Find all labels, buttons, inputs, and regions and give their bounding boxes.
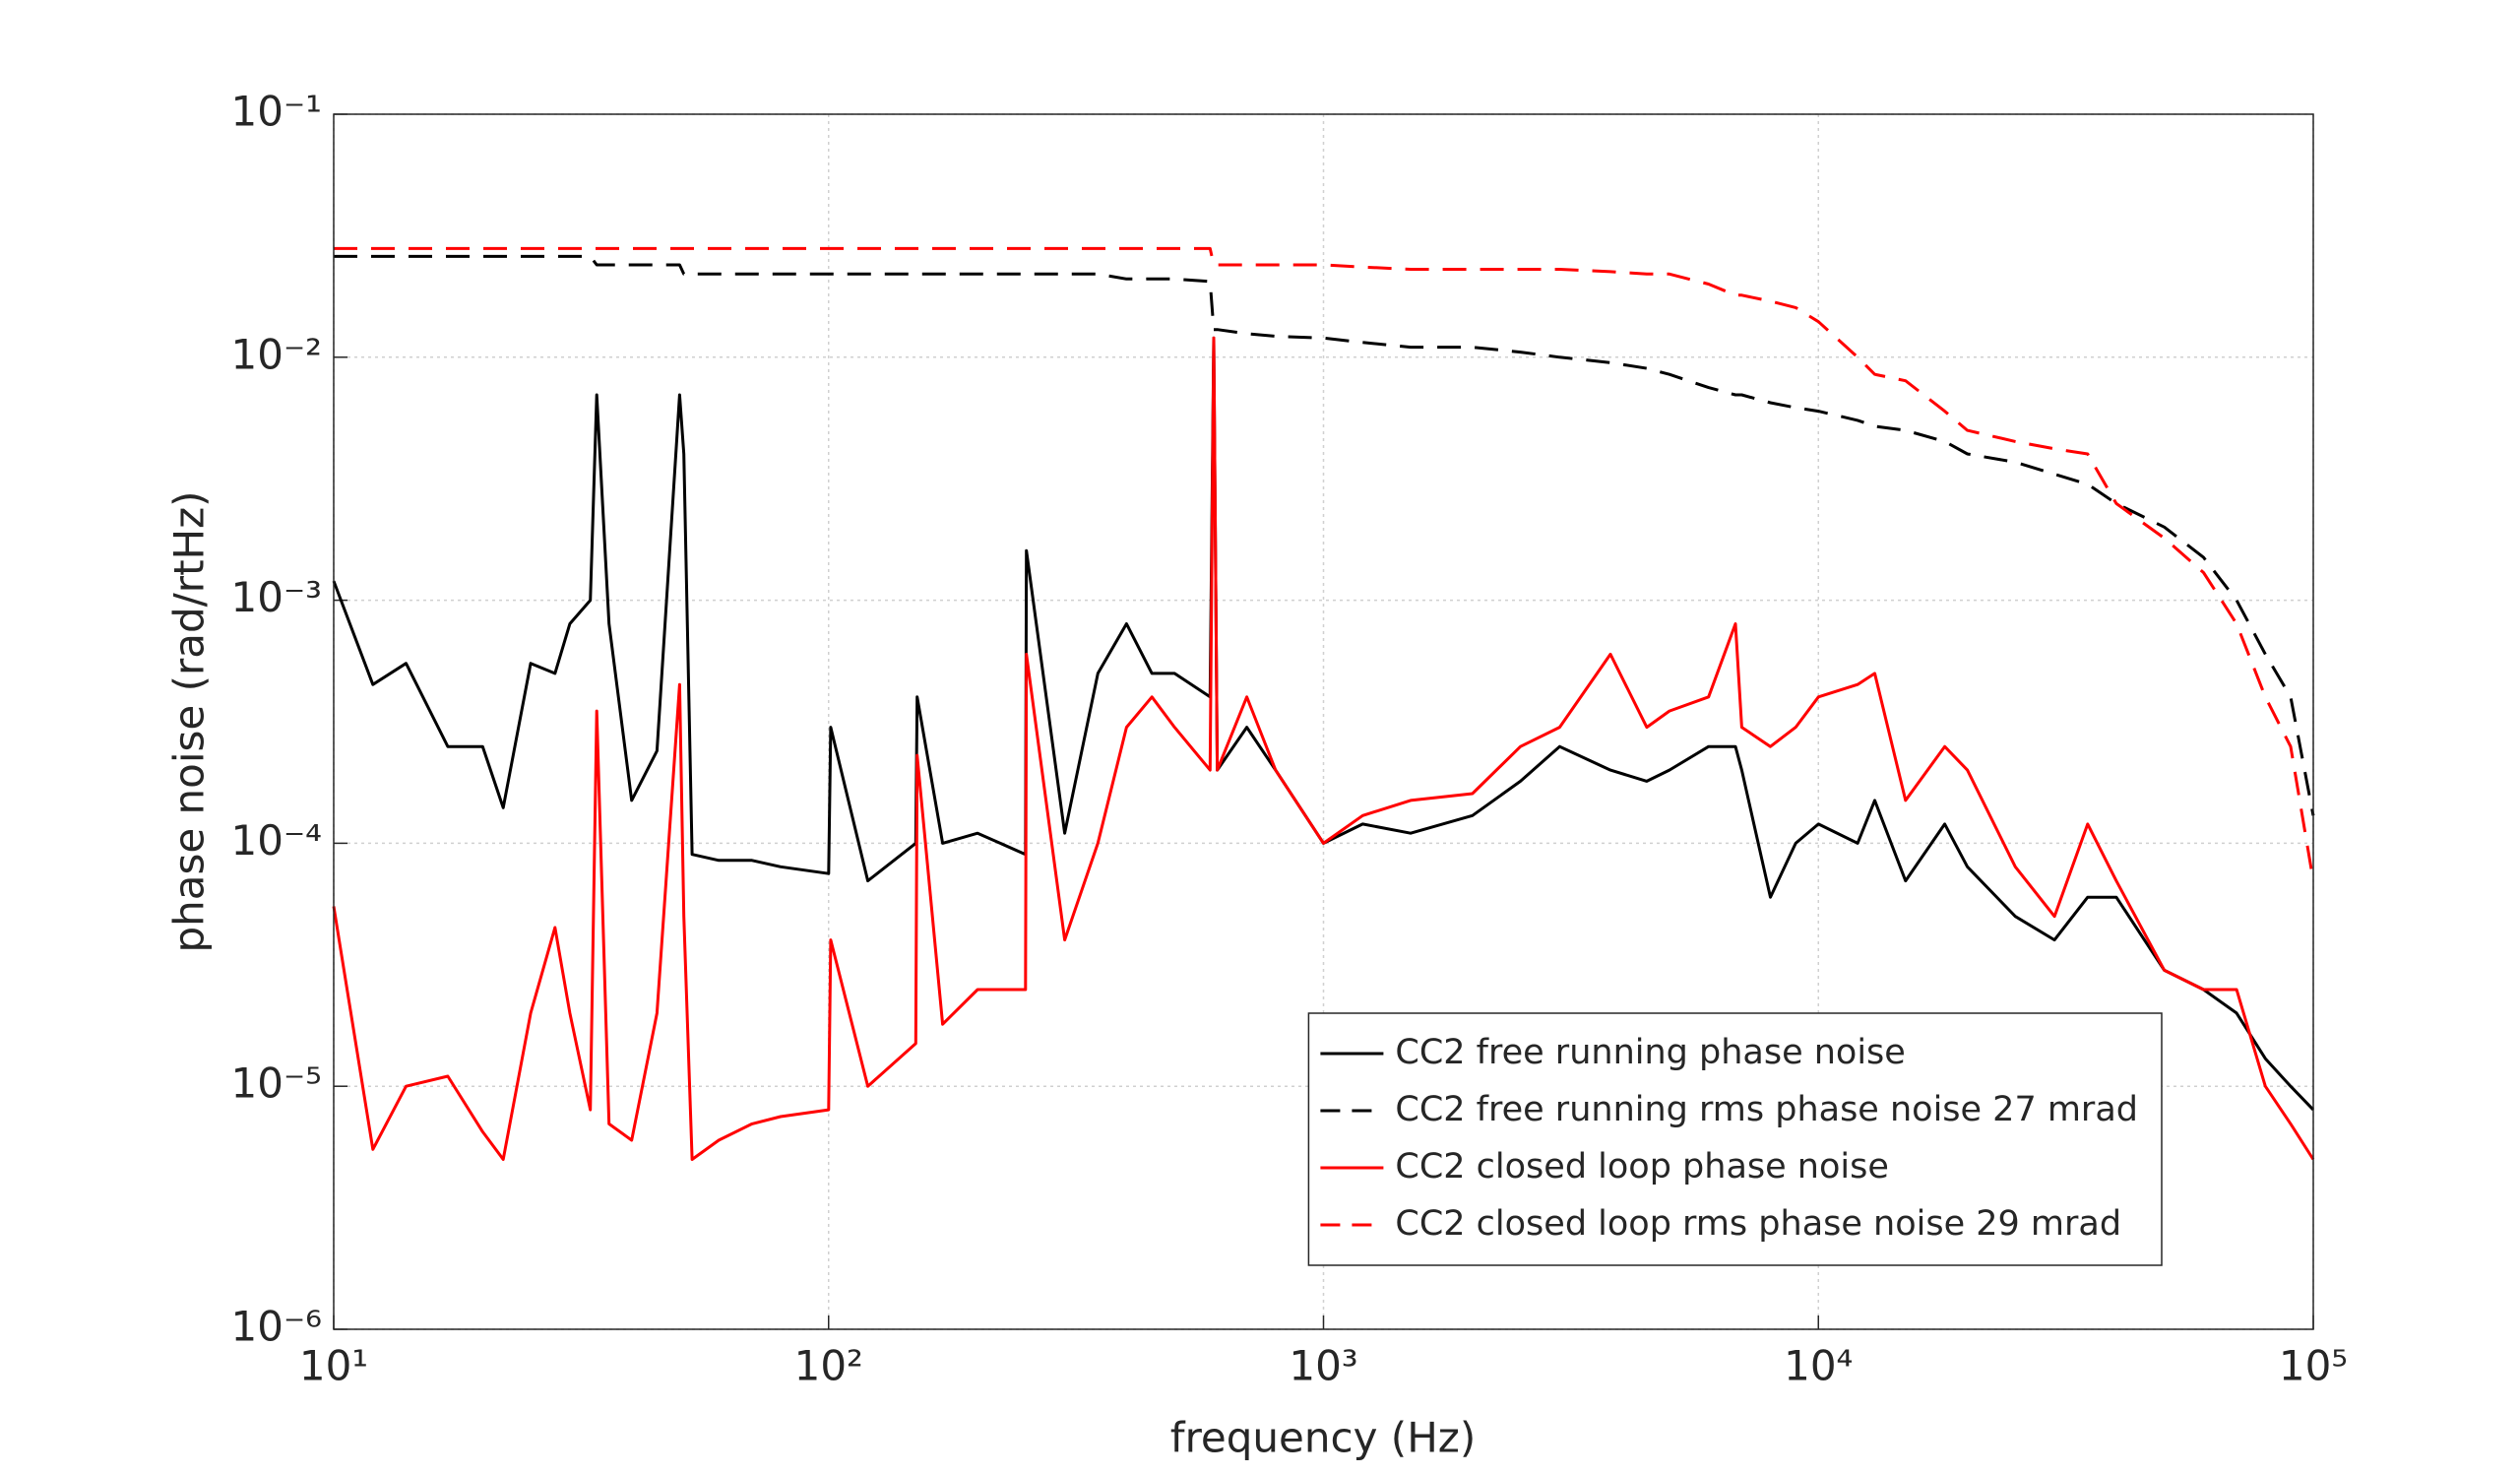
axes-box: [333, 113, 2314, 1330]
x-tick-label: 10²: [794, 1342, 863, 1390]
legend-label: CC2 free running rms phase noise 27 mrad: [1395, 1090, 2138, 1129]
x-tick-label: 10³: [1289, 1342, 1357, 1390]
x-tick-label: 10⁴: [1784, 1342, 1853, 1390]
x-tick-label: 10¹: [299, 1342, 368, 1390]
series-line: [332, 336, 2315, 1161]
y-tick-label: 10⁻⁶: [231, 1303, 322, 1351]
legend: CC2 free running phase noise CC2 free run…: [1307, 1012, 2163, 1266]
lines: [332, 246, 2315, 1161]
y-tick-label: 10⁻⁵: [231, 1059, 322, 1108]
x-tick-label: 10⁵: [2279, 1342, 2348, 1390]
y-tick-label: 10⁻²: [231, 330, 322, 378]
legend-box: [1307, 1012, 2163, 1266]
y-axis-label: phase noise (rad/rtHz): [165, 490, 214, 952]
series-line: [334, 254, 2315, 816]
series-line: [334, 246, 2315, 881]
y-tick-label: 10⁻³: [231, 573, 322, 621]
legend-label: CC2 closed loop phase noise: [1395, 1147, 1888, 1186]
legend-label: CC2 closed loop rms phase noise 29 mrad: [1395, 1204, 2121, 1244]
legend-label: CC2 free running phase noise: [1395, 1033, 1905, 1072]
y-tick-label: 10⁻⁴: [231, 816, 322, 865]
y-tick-label: 10⁻¹: [231, 88, 322, 136]
x-axis-label: frequency (Hz): [1170, 1414, 1476, 1462]
